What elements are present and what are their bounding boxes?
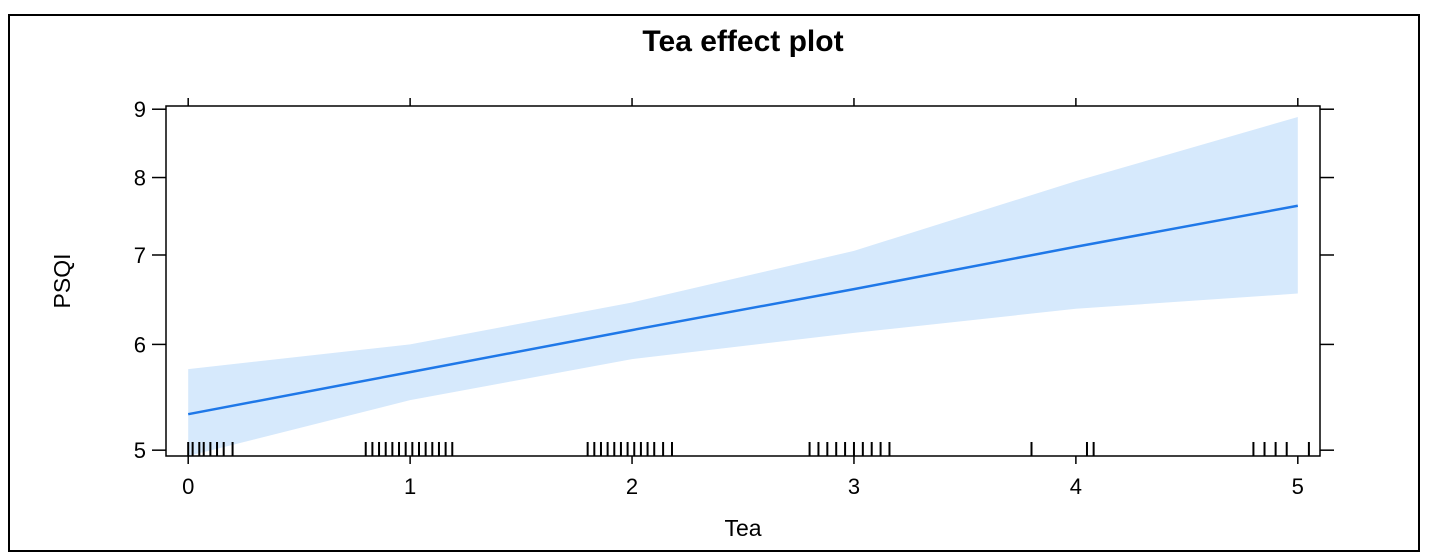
confidence-band bbox=[188, 116, 1298, 457]
tea-effect-plot: Tea effect plot 0 1 2 3 4 5 5 6 7 8 9 Tea PSQI bbox=[49, 25, 1334, 541]
x-tick-label: 0 bbox=[182, 474, 194, 499]
x-tick-label: 3 bbox=[848, 474, 860, 499]
y-tick-label: 8 bbox=[134, 166, 146, 191]
x-tick-label: 4 bbox=[1070, 474, 1082, 499]
y-tick-label: 6 bbox=[134, 332, 146, 357]
chart-frame: Tea effect plot 0 1 2 3 4 5 5 6 7 8 9 Tea PSQI bbox=[8, 14, 1420, 552]
x-axis-label: Tea bbox=[724, 515, 761, 541]
chart-title: Tea effect plot bbox=[642, 25, 843, 58]
y-tick-label: 5 bbox=[134, 438, 146, 463]
y-tick-label: 9 bbox=[134, 97, 146, 122]
effect-line bbox=[187, 204, 1299, 416]
x-tick-label: 1 bbox=[404, 474, 416, 499]
y-tick-label: 7 bbox=[134, 243, 146, 268]
y-axis-label: PSQI bbox=[49, 254, 75, 309]
x-tick-label: 5 bbox=[1292, 474, 1304, 499]
x-tick-label: 2 bbox=[626, 474, 638, 499]
plot-area-border bbox=[165, 105, 1321, 457]
